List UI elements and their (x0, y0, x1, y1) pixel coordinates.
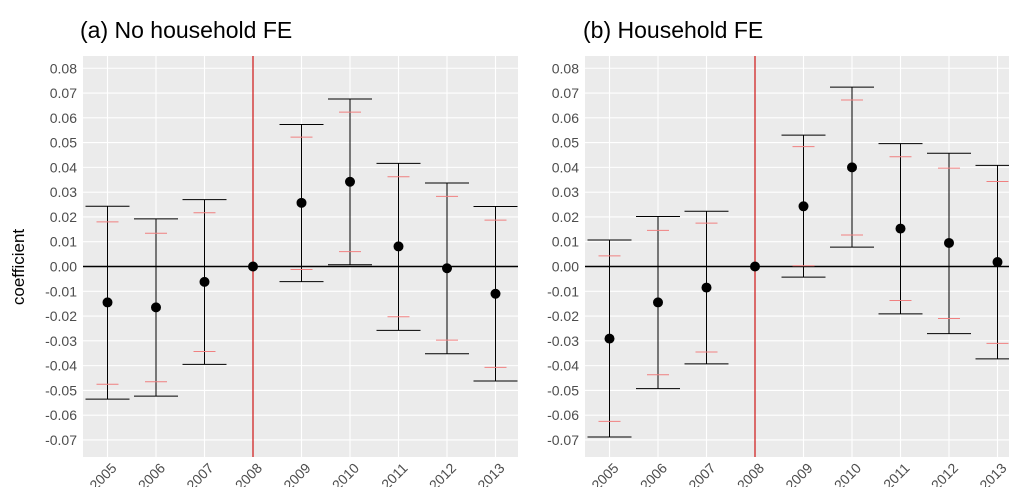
y-tick-label: -0.07 (547, 432, 579, 448)
y-tick-label: -0.01 (45, 283, 77, 299)
y-tick-label: 0.02 (552, 209, 579, 225)
coefficient-point (750, 261, 760, 272)
x-tick-label: 2005 (588, 460, 621, 487)
y-tick-label: 0.05 (552, 135, 579, 151)
x-tick-label: 2012 (928, 460, 961, 487)
coefficient-point (151, 302, 161, 313)
y-tick-label: -0.07 (45, 432, 77, 448)
panel-background (83, 56, 518, 457)
coefficient-point (393, 241, 404, 252)
x-tick-label: 2008 (734, 460, 767, 487)
y-tick-label: -0.01 (547, 283, 579, 299)
coefficient-point (442, 263, 452, 274)
coefficient-point (102, 297, 113, 308)
y-tick-label: 0.04 (552, 159, 579, 175)
coefficient-point (296, 197, 307, 208)
x-tick-label: 2007 (685, 460, 718, 487)
x-tick-label: 2008 (232, 460, 265, 487)
y-tick-label: 0.06 (50, 110, 77, 126)
y-tick-label: 0.06 (552, 110, 579, 126)
y-tick-label: -0.03 (547, 333, 579, 349)
x-tick-label: 2005 (86, 460, 119, 487)
y-tick-label: -0.02 (45, 308, 77, 324)
coefficient-point (944, 237, 954, 248)
coefficient-point (701, 282, 712, 293)
y-tick-label: 0.01 (552, 234, 579, 250)
x-tick-label: 2011 (880, 460, 913, 487)
coefficient-point (604, 333, 615, 344)
x-tick-label: 2007 (183, 460, 216, 487)
x-tick-label: 2011 (378, 460, 411, 487)
y-tick-label: -0.04 (547, 358, 579, 374)
x-tick-label: 2009 (280, 460, 313, 487)
y-tick-label: -0.06 (45, 407, 77, 423)
y-tick-label: 0.08 (50, 60, 77, 76)
x-tick-label: 2010 (329, 460, 362, 487)
y-tick-label: 0.08 (552, 60, 579, 76)
panel-background (585, 56, 1009, 457)
panel-b-title: (b) Household FE (583, 17, 763, 43)
panel-b: 0.08 0.07 0.06 0.05 0.04 0.03 0.02 0.01 0.00 -0.0… (547, 56, 1009, 487)
coefficient-point (199, 276, 210, 287)
y-tick-label: -0.03 (45, 333, 77, 349)
y-tick-label: 0.03 (552, 184, 579, 200)
y-tick-label: 0.03 (50, 184, 77, 200)
coefficient-point (895, 223, 906, 234)
y-tick-label: -0.04 (45, 358, 77, 374)
y-tick-label: -0.02 (547, 308, 579, 324)
y-tick-label: -0.05 (547, 382, 579, 398)
coefficient-point (992, 257, 1003, 268)
coefficient-point (847, 162, 857, 173)
x-tick-label: 2006 (637, 460, 670, 487)
x-tick-label: 2013 (976, 460, 1009, 487)
y-tick-label: 0.04 (50, 159, 77, 175)
y-tick-label: 0.07 (552, 85, 579, 101)
coefficient-point (653, 297, 663, 308)
x-tick-label: 2006 (135, 460, 168, 487)
y-tick-label: 0.00 (50, 259, 77, 275)
panel-a: 0.08 0.07 0.06 0.05 0.04 0.03 0.02 0.01 0.00 -0.0… (45, 56, 518, 487)
y-tick-label: 0.02 (50, 209, 77, 225)
y-tick-label: 0.07 (50, 85, 77, 101)
x-tick-label: 2013 (474, 460, 507, 487)
coefficient-point (798, 201, 809, 212)
coefficient-point (248, 261, 258, 272)
y-tick-label: -0.05 (45, 382, 77, 398)
y-tick-label: 0.00 (552, 259, 579, 275)
y-tick-label: 0.05 (50, 135, 77, 151)
panel-a-title: (a) No household FE (80, 17, 292, 43)
x-tick-label: 2010 (831, 460, 864, 487)
coefficient-point (345, 176, 355, 187)
y-axis-title: coefficient (9, 229, 28, 306)
x-tick-label: 2012 (426, 460, 459, 487)
y-tick-label: 0.01 (50, 234, 77, 250)
x-tick-label: 2009 (782, 460, 815, 487)
y-tick-label: -0.06 (547, 407, 579, 423)
coefficient-point (490, 288, 501, 299)
